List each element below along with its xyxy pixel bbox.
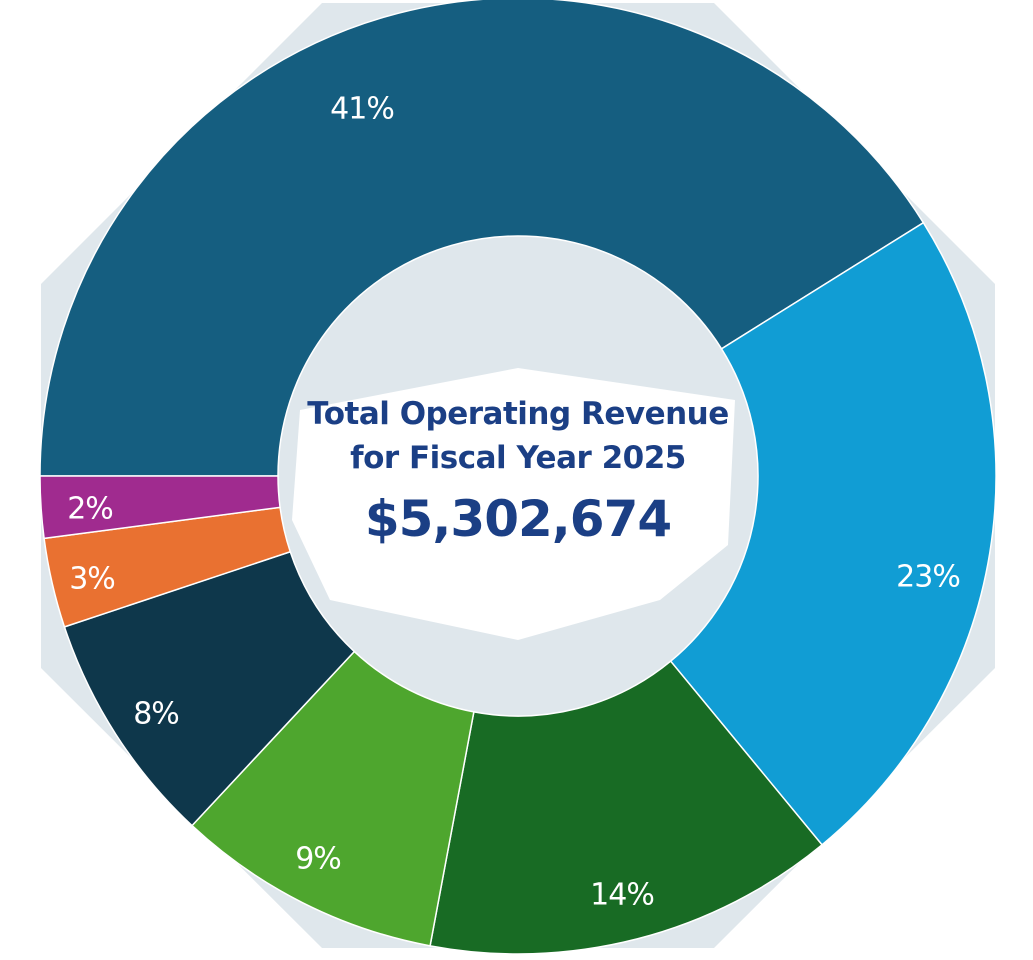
total-revenue-value: $5,302,674 (364, 490, 672, 548)
chart-title-line-2: for Fiscal Year 2025 (350, 440, 686, 476)
segment-percent-label: 8% (133, 697, 179, 732)
donut-segments (39, 0, 997, 955)
segment-percent-label: 14% (590, 878, 654, 913)
segment-percent-label: 9% (295, 842, 341, 877)
donut-segment (429, 660, 824, 955)
donut-segment (39, 475, 281, 540)
donut-segment (39, 0, 925, 477)
segment-percent-label: 41% (330, 92, 394, 127)
segment-percent-label: 3% (69, 562, 115, 597)
segment-labels: 41% 23% 14% 9% 8% 3% 2% (67, 92, 961, 913)
segment-percent-label: 2% (67, 492, 113, 527)
center-label-backdrop (292, 368, 735, 640)
chart-title-line-1: Total Operating Revenue (307, 396, 729, 432)
donut-segment (669, 221, 997, 846)
center-label: Total Operating Revenue for Fiscal Year … (268, 392, 768, 554)
segment-percent-label: 23% (896, 560, 960, 595)
